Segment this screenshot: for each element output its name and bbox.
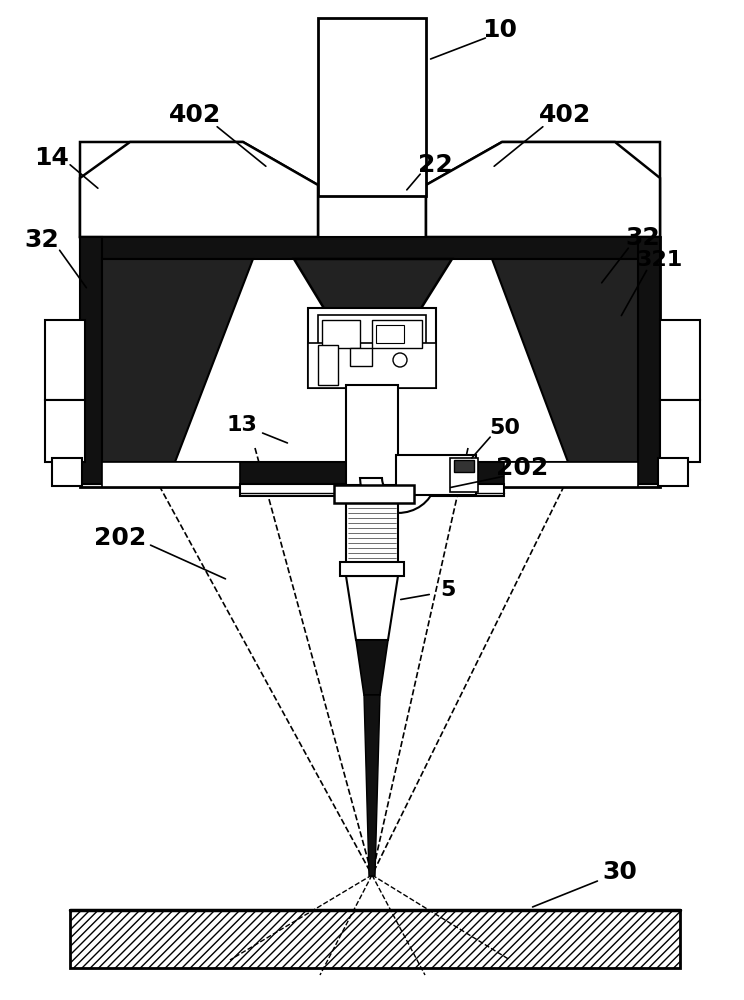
Bar — [80, 462, 660, 484]
Bar — [80, 237, 660, 487]
Bar — [318, 345, 338, 385]
Text: 202: 202 — [94, 526, 146, 550]
Text: 202: 202 — [496, 456, 548, 480]
Bar — [45, 400, 85, 462]
Bar — [340, 562, 404, 576]
Bar — [638, 237, 660, 484]
Polygon shape — [356, 640, 388, 695]
Bar — [372, 320, 422, 348]
Text: 402: 402 — [539, 103, 591, 127]
Bar — [70, 910, 680, 968]
Bar — [52, 458, 82, 486]
Polygon shape — [80, 142, 318, 237]
Bar — [376, 325, 404, 343]
Polygon shape — [360, 478, 436, 513]
Polygon shape — [426, 142, 660, 237]
Text: 402: 402 — [169, 103, 221, 127]
Text: 32: 32 — [25, 228, 60, 252]
Text: 30: 30 — [603, 860, 638, 884]
Polygon shape — [364, 695, 380, 876]
Polygon shape — [492, 259, 638, 462]
Bar — [45, 320, 85, 400]
Bar — [660, 400, 700, 462]
Polygon shape — [426, 142, 660, 237]
Polygon shape — [504, 462, 638, 487]
Bar — [80, 237, 102, 484]
Text: 14: 14 — [34, 146, 69, 170]
Bar — [80, 237, 660, 259]
Polygon shape — [102, 462, 240, 487]
Text: 13: 13 — [227, 415, 257, 435]
Bar — [308, 343, 436, 388]
Bar — [660, 320, 700, 400]
Circle shape — [393, 353, 407, 367]
Bar — [454, 460, 474, 472]
Text: 321: 321 — [637, 250, 683, 270]
Polygon shape — [80, 142, 318, 237]
Text: 5: 5 — [440, 580, 455, 600]
Bar — [450, 458, 478, 492]
Bar — [350, 348, 372, 366]
Bar — [322, 320, 360, 348]
Text: 50: 50 — [490, 418, 521, 438]
Bar — [658, 458, 688, 486]
Polygon shape — [346, 576, 398, 640]
Bar — [318, 315, 426, 350]
Polygon shape — [294, 259, 452, 310]
Polygon shape — [102, 259, 253, 462]
Bar — [396, 455, 476, 495]
Bar — [334, 485, 414, 503]
Bar — [308, 308, 436, 388]
Bar — [318, 18, 426, 196]
Bar — [346, 385, 398, 485]
Text: 22: 22 — [417, 153, 452, 177]
Text: 10: 10 — [483, 18, 518, 42]
Bar — [240, 484, 504, 496]
Bar — [346, 503, 398, 565]
Text: 32: 32 — [626, 226, 661, 250]
